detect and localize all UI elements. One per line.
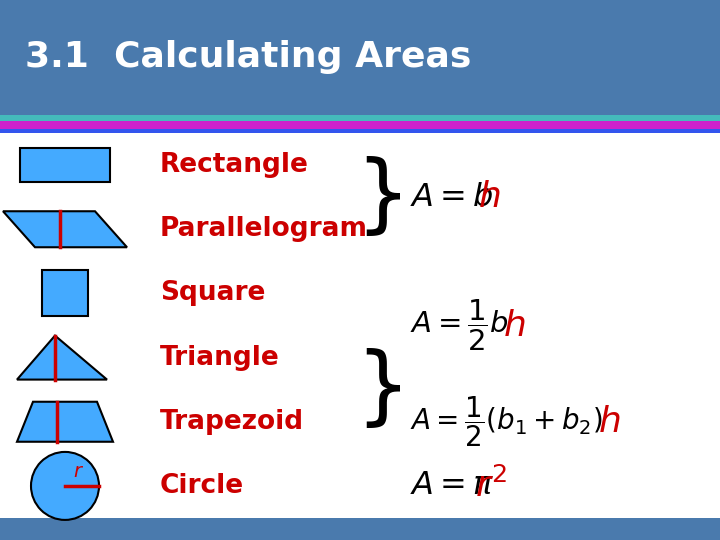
Text: $h$: $h$ — [503, 308, 526, 342]
Text: Trapezoid: Trapezoid — [160, 409, 304, 435]
Bar — [0, 115, 720, 121]
Text: $h$: $h$ — [598, 405, 621, 438]
Bar — [0, 121, 720, 129]
Bar — [42, 271, 88, 316]
Text: $r^2$: $r^2$ — [475, 468, 507, 504]
Bar — [0, 129, 720, 135]
Text: 3.1  Calculating Areas: 3.1 Calculating Areas — [25, 40, 472, 75]
Text: $A = \dfrac{1}{2}(b_1 + b_2)\,$: $A = \dfrac{1}{2}(b_1 + b_2)\,$ — [410, 394, 603, 449]
Bar — [0, 518, 720, 540]
Text: $A = b\,$: $A = b\,$ — [410, 181, 494, 213]
Circle shape — [31, 452, 99, 520]
Text: $r$: $r$ — [73, 462, 84, 481]
Text: Triangle: Triangle — [160, 345, 280, 370]
Text: }: } — [355, 348, 410, 431]
Text: $A = \pi\,$: $A = \pi\,$ — [410, 470, 495, 502]
Text: $h$: $h$ — [478, 180, 500, 214]
Bar — [0, 0, 720, 115]
Text: Circle: Circle — [160, 473, 244, 499]
Bar — [0, 133, 720, 518]
Text: }: } — [355, 156, 410, 239]
Text: Rectangle: Rectangle — [160, 152, 309, 178]
Text: Parallelogram: Parallelogram — [160, 216, 368, 242]
Polygon shape — [17, 335, 107, 380]
Text: Square: Square — [160, 280, 266, 306]
Polygon shape — [3, 211, 127, 247]
Bar — [20, 148, 110, 182]
Polygon shape — [17, 402, 113, 442]
Text: $A = \dfrac{1}{2}b\,$: $A = \dfrac{1}{2}b\,$ — [410, 298, 508, 353]
